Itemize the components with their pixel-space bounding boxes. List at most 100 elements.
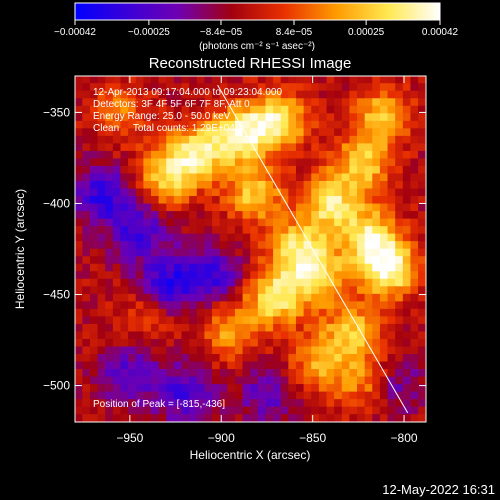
heatmap-cell (410, 286, 419, 295)
heatmap-cell (334, 143, 343, 152)
heatmap-cell (379, 308, 389, 317)
heatmap-cell (234, 414, 244, 422)
heatmap-cell (82, 391, 91, 400)
heatmap-cell (135, 323, 144, 333)
heatmap-cell (349, 271, 358, 280)
heatmap-cell (395, 323, 404, 333)
heatmap-cell (128, 90, 137, 99)
heatmap-cell (288, 143, 297, 152)
heatmap-cell (318, 369, 328, 378)
heatmap-cell (196, 391, 206, 400)
heatmap-cell (250, 233, 259, 242)
heatmap-cell (97, 263, 106, 272)
heatmap-cell (212, 188, 221, 197)
heatmap-cell (204, 361, 213, 370)
heatmap-cell (105, 338, 114, 348)
heatmap-cell (227, 263, 236, 272)
heatmap-cell (326, 158, 335, 167)
heatmap-cell (295, 248, 305, 257)
heatmap-cell (280, 226, 289, 235)
y-tick-label: −450 (43, 288, 70, 302)
heatmap-cell (288, 241, 297, 250)
heatmap-cell (357, 308, 366, 317)
heatmap-cell (143, 226, 152, 235)
heatmap-cell (227, 143, 236, 152)
heatmap-cell (112, 120, 122, 129)
heatmap-cell (173, 286, 183, 295)
heatmap-cell (204, 241, 213, 250)
heatmap-cell (189, 211, 198, 220)
heatmap-cell (372, 120, 381, 129)
heatmap-cell (143, 105, 152, 114)
heatmap-cell (128, 308, 137, 317)
heatmap-cell (82, 76, 91, 84)
heatmap-cell (295, 391, 305, 400)
heatmap-cell (112, 384, 122, 393)
heatmap-cell (334, 120, 343, 129)
heatmap-cell (257, 286, 267, 295)
heatmap-cell (395, 346, 404, 355)
heatmap-cell (212, 233, 221, 242)
heatmap-cell (303, 233, 312, 242)
heatmap-cell (128, 135, 137, 144)
heatmap-cell (166, 414, 175, 422)
heatmap-cell (402, 369, 412, 378)
heatmap-cell (395, 278, 404, 287)
heatmap-cell (265, 233, 274, 242)
heatmap-cell (250, 98, 259, 107)
heatmap-cell (158, 203, 167, 212)
heatmap-cell (402, 346, 412, 355)
heatmap-cell (196, 331, 206, 340)
heatmap-cell (219, 98, 228, 107)
heatmap-cell (265, 346, 274, 355)
heatmap-cell (105, 143, 114, 152)
heatmap-cell (341, 369, 350, 378)
heatmap-cell (334, 83, 343, 92)
heatmap-cell (143, 406, 152, 415)
heatmap-cell (257, 98, 267, 107)
heatmap-cell (318, 248, 328, 257)
heatmap-cell (75, 218, 83, 227)
heatmap-cell (410, 391, 419, 400)
heatmap-cell (189, 158, 198, 167)
heatmap-cell (212, 354, 221, 363)
heatmap-cell (219, 218, 228, 227)
heatmap-cell (318, 293, 328, 302)
heatmap-cell (166, 196, 175, 205)
heatmap-cell (418, 263, 426, 272)
heatmap-cell (219, 196, 228, 205)
heatmap-cell (326, 316, 335, 325)
heatmap-cell (295, 165, 305, 175)
heatmap-cell (303, 286, 312, 295)
heatmap-cell (357, 263, 366, 272)
heatmap-cell (395, 173, 404, 182)
heatmap-cell (89, 83, 99, 92)
heatmap-cell (135, 248, 144, 257)
heatmap-cell (334, 263, 343, 272)
heatmap-cell (158, 211, 167, 220)
heatmap-cell (135, 226, 144, 235)
heatmap-cell (234, 399, 244, 408)
heatmap-cell (234, 293, 244, 302)
heatmap-cell (128, 369, 137, 378)
heatmap-cell (242, 286, 251, 295)
heatmap-cell (181, 226, 190, 235)
heatmap-cell (387, 391, 396, 400)
heatmap-cell (89, 196, 99, 205)
heatmap-cell (242, 241, 251, 250)
heatmap-cell (151, 83, 160, 92)
heatmap-cell (273, 233, 282, 242)
heatmap-cell (318, 76, 328, 84)
heatmap-cell (242, 105, 251, 114)
heatmap-cell (418, 233, 426, 242)
heatmap-cell (265, 226, 274, 235)
heatmap-cell (135, 271, 144, 280)
heatmap-cell (181, 354, 190, 363)
heatmap-cell (387, 278, 396, 287)
heatmap-cell (303, 361, 312, 370)
y-axis-label: Heliocentric Y (arcsec) (13, 189, 27, 309)
heatmap-cell (364, 399, 373, 408)
heatmap-cell (212, 308, 221, 317)
heatmap-cell (288, 188, 297, 197)
heatmap-cell (196, 346, 206, 355)
